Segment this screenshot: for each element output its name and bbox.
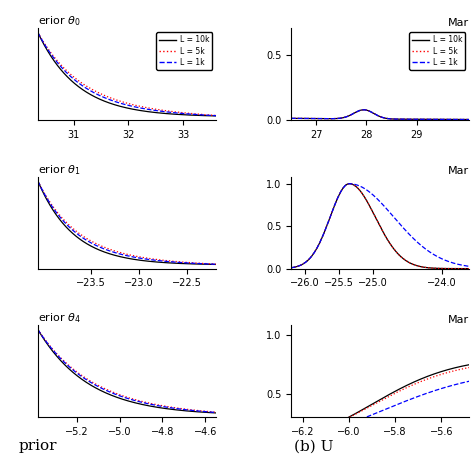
Text: erior $\boldsymbol{\theta_4}$: erior $\boldsymbol{\theta_4}$ xyxy=(38,311,81,326)
Text: Mar: Mar xyxy=(448,18,469,27)
Legend: L = 10k, L = 5k, L = 1k: L = 10k, L = 5k, L = 1k xyxy=(409,32,465,70)
Text: (b) U: (b) U xyxy=(294,439,333,453)
Text: erior $\boldsymbol{\theta_0}$: erior $\boldsymbol{\theta_0}$ xyxy=(38,15,81,28)
Text: Mar: Mar xyxy=(448,315,469,325)
Text: prior: prior xyxy=(19,439,57,453)
Text: erior $\boldsymbol{\theta_1}$: erior $\boldsymbol{\theta_1}$ xyxy=(38,163,81,177)
Text: Mar: Mar xyxy=(448,166,469,176)
Legend: L = 10k, L = 5k, L = 1k: L = 10k, L = 5k, L = 1k xyxy=(156,32,212,70)
